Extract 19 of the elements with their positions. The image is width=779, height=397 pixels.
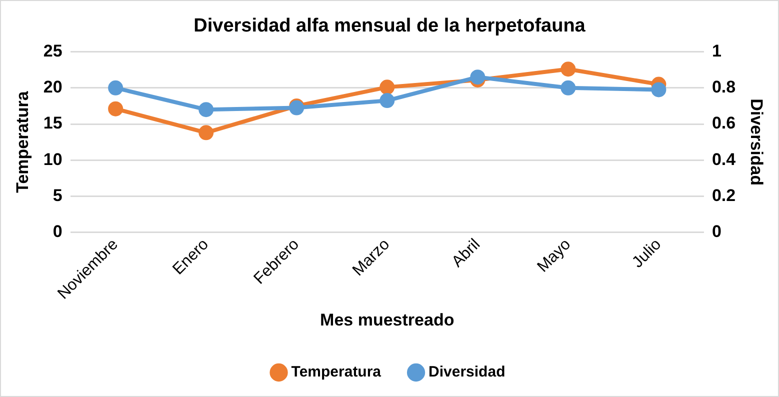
y2-tick-label: 0.6	[712, 114, 736, 133]
x-axis-title: Mes muestreado	[320, 310, 454, 330]
chart-title: Diversidad alfa mensual de la herpetofauna	[194, 16, 586, 37]
y2-tick-label: 0	[712, 222, 722, 242]
y-tick-label: 5	[52, 186, 62, 205]
x-tick-label: Julio	[629, 236, 665, 272]
y2-tick-label: 0.8	[712, 78, 736, 97]
y2-tick-label: 0.2	[712, 186, 736, 205]
y-axis-title: Temperatura	[12, 90, 32, 193]
y2-tick-label: 0.4	[712, 150, 736, 169]
y-tick-label: 25	[43, 41, 62, 60]
y2-axis-title: Diversidad	[747, 98, 766, 186]
y-tick-label: 0	[52, 222, 62, 242]
y2-tick-label: 1	[712, 41, 722, 60]
legend-label: Temperatura	[291, 364, 382, 381]
y-tick-label: 20	[43, 78, 62, 97]
y-tick-label: 10	[43, 150, 62, 169]
y-tick-label: 15	[43, 114, 62, 133]
legend-label: Diversidad	[428, 364, 506, 381]
